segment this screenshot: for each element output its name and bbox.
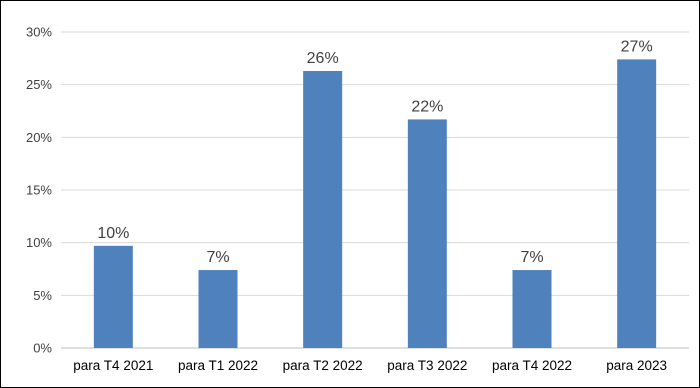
data-label: 27% — [621, 38, 653, 55]
bar — [198, 270, 238, 348]
bar — [617, 59, 657, 349]
y-tick-label: 15% — [26, 183, 52, 198]
x-category-label: para 2023 — [606, 358, 667, 373]
bar — [303, 70, 343, 349]
x-category-label: para T3 2022 — [387, 358, 467, 373]
data-label: 7% — [206, 249, 229, 266]
y-tick-label: 30% — [26, 25, 52, 40]
y-tick-label: 20% — [26, 130, 52, 145]
x-category-label: para T4 2021 — [73, 358, 153, 373]
y-tick-label: 10% — [26, 235, 52, 250]
bar — [407, 119, 447, 348]
y-tick-label: 5% — [33, 288, 52, 303]
data-label: 22% — [411, 98, 443, 115]
x-category-label: para T2 2022 — [283, 358, 363, 373]
x-category-label: para T1 2022 — [178, 358, 258, 373]
data-label: 7% — [520, 249, 543, 266]
bar — [512, 270, 552, 348]
y-tick-label: 0% — [33, 341, 52, 356]
bar — [93, 245, 133, 348]
data-label: 26% — [307, 50, 339, 67]
x-category-label: para T4 2022 — [492, 358, 572, 373]
y-tick-label: 25% — [26, 77, 52, 92]
data-label: 10% — [97, 225, 129, 242]
